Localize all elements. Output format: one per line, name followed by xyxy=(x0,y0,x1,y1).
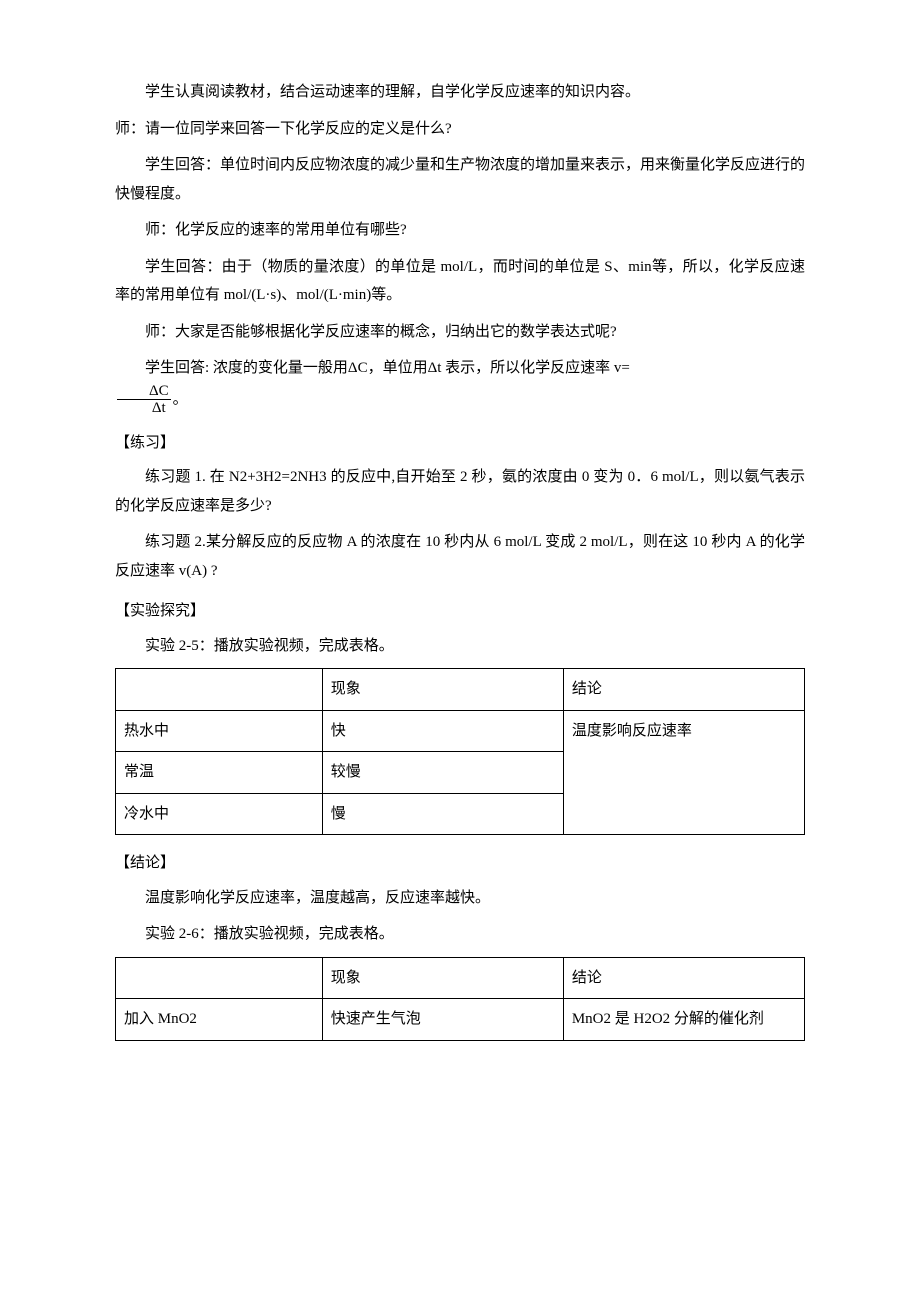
section-experiment-label: 【实验探究】 xyxy=(115,597,805,626)
table-cell: 较慢 xyxy=(322,752,563,794)
table-cell: 热水中 xyxy=(116,710,323,752)
table-cell: 快速产生气泡 xyxy=(322,999,563,1041)
table-cell: 常温 xyxy=(116,752,323,794)
section-conclusion-label: 【结论】 xyxy=(115,849,805,878)
table-cell: 现象 xyxy=(322,957,563,999)
fraction: ΔC Δt xyxy=(117,383,171,417)
table-cell: 现象 xyxy=(322,669,563,711)
experiment-2-5-table: 现象 结论 热水中 快 温度影响反应速率 常温 较慢 冷水中 慢 xyxy=(115,668,805,835)
table-cell: 结论 xyxy=(563,669,804,711)
experiment-2-6-table: 现象 结论 加入 MnO2 快速产生气泡 MnO2 是 H2O2 分解的催化剂 xyxy=(115,957,805,1041)
section-practice-label: 【练习】 xyxy=(115,429,805,458)
table-row: 现象 结论 xyxy=(116,957,805,999)
paragraph: 师：化学反应的速率的常用单位有哪些? xyxy=(115,216,805,245)
exercise-1: 练习题 1. 在 N2+3H2=2NH3 的反应中,自开始至 2 秒，氨的浓度由… xyxy=(115,463,805,520)
conclusion-text: 温度影响化学反应速率，温度越高，反应速率越快。 xyxy=(115,884,805,913)
paragraph: 师：请一位同学来回答一下化学反应的定义是什么? xyxy=(115,115,805,144)
table-cell xyxy=(116,957,323,999)
fraction-denominator: Δt xyxy=(117,399,171,417)
table-cell: 冷水中 xyxy=(116,793,323,835)
formula-lead-text: 学生回答: 浓度的变化量一般用ΔC，单位用Δt 表示，所以化学反应速率 v= xyxy=(145,360,630,376)
table-cell: 慢 xyxy=(322,793,563,835)
exercise-2: 练习题 2.某分解反应的反应物 A 的浓度在 10 秒内从 6 mol/L 变成… xyxy=(115,528,805,585)
paragraph: 师：大家是否能够根据化学反应速率的概念，归纳出它的数学表达式呢? xyxy=(115,318,805,347)
formula-tail-text: 。 xyxy=(173,391,188,407)
table-row: 加入 MnO2 快速产生气泡 MnO2 是 H2O2 分解的催化剂 xyxy=(116,999,805,1041)
table-cell: 温度影响反应速率 xyxy=(563,710,804,835)
table-row: 现象 结论 xyxy=(116,669,805,711)
table-row: 热水中 快 温度影响反应速率 xyxy=(116,710,805,752)
fraction-numerator: ΔC xyxy=(117,383,171,400)
paragraph: 学生认真阅读教材，结合运动速率的理解，自学化学反应速率的知识内容。 xyxy=(115,78,805,107)
experiment-2-6-text: 实验 2-6：播放实验视频，完成表格。 xyxy=(115,920,805,949)
paragraph: 学生回答：由于（物质的量浓度）的单位是 mol/L，而时间的单位是 S、min等… xyxy=(115,253,805,310)
paragraph: 学生回答：单位时间内反应物浓度的减少量和生产物浓度的增加量来表示，用来衡量化学反… xyxy=(115,151,805,208)
table-cell: 快 xyxy=(322,710,563,752)
experiment-2-5-text: 实验 2-5：播放实验视频，完成表格。 xyxy=(115,632,805,661)
table-cell: 加入 MnO2 xyxy=(116,999,323,1041)
table-cell: MnO2 是 H2O2 分解的催化剂 xyxy=(563,999,804,1041)
table-cell: 结论 xyxy=(563,957,804,999)
table-cell xyxy=(116,669,323,711)
paragraph-formula: 学生回答: 浓度的变化量一般用ΔC，单位用Δt 表示，所以化学反应速率 v= Δ… xyxy=(115,354,805,417)
